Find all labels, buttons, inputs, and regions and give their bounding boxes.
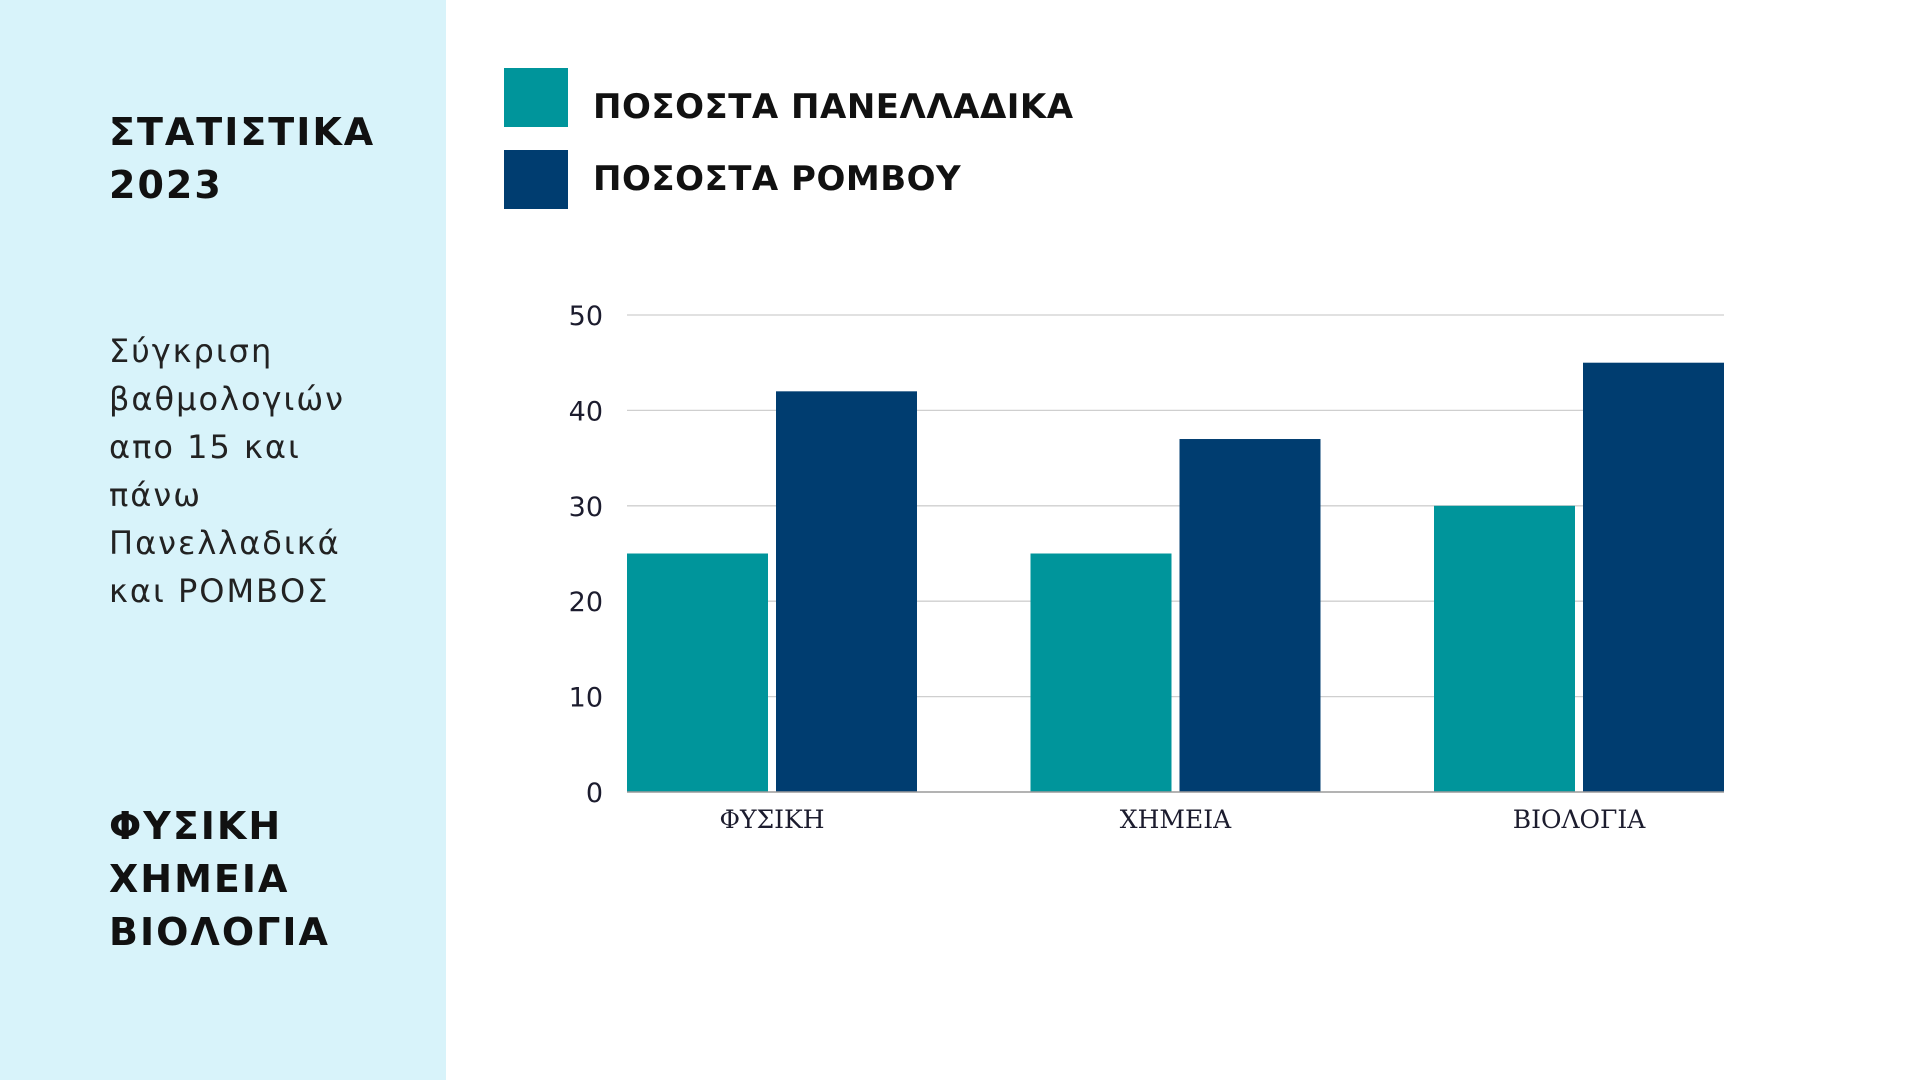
subjects-list: ΦΥΣΙΚΗ ΧΗΜΕΙΑ ΒΙΟΛΟΓΙΑ [109, 800, 330, 959]
y-tick-label: 20 [569, 587, 603, 618]
bar-panhellenic [1030, 553, 1172, 792]
legend-label-romvos: ΠΟΣΟΣΤΑ ΡΟΜΒΟΥ [593, 159, 962, 199]
x-category-label: ΒΙΟΛΟΓΙΑ [1513, 805, 1647, 834]
bar-romvos [1583, 362, 1724, 792]
x-category-label: ΧΗΜΕΙΑ [1120, 805, 1232, 834]
comparison-description: Σύγκριση βαθμολογιών απο 15 και πάνω Παν… [109, 327, 429, 615]
bar-panhellenic [1434, 505, 1575, 792]
subject-chemistry: ΧΗΜΕΙΑ [109, 857, 290, 901]
stats-title: ΣΤΑΤΙΣΤΙΚΑ 2023 [109, 106, 375, 212]
subject-physics: ΦΥΣΙΚΗ [109, 804, 283, 848]
description-line: και ΡΟΜΒΟΣ [109, 572, 330, 610]
description-line: απο 15 και [109, 428, 301, 466]
description-line: βαθμολογιών [109, 380, 345, 418]
y-tick-label: 40 [569, 396, 603, 427]
subject-biology: ΒΙΟΛΟΓΙΑ [109, 910, 330, 954]
description-line: Σύγκριση [109, 332, 274, 370]
legend-label-panhellenic: ΠΟΣΟΣΤΑ ΠΑΝΕΛΛΑΔΙΚΑ [593, 87, 1074, 127]
stats-year-line: 2023 [109, 163, 223, 207]
y-tick-label: 10 [569, 683, 603, 714]
description-line: πάνω [109, 476, 203, 514]
bar-panhellenic [627, 553, 768, 792]
bar-romvos [1179, 439, 1321, 792]
legend-swatch-romvos [504, 150, 568, 209]
x-category-label: ΦΥΣΙΚΗ [719, 805, 824, 834]
y-tick-label: 30 [569, 492, 603, 523]
y-tick-label: 0 [586, 778, 603, 809]
stats-title-line: ΣΤΑΤΙΣΤΙΚΑ [109, 110, 376, 154]
side-panel: ΣΤΑΤΙΣΤΙΚΑ 2023 Σύγκριση βαθμολογιών απο… [0, 0, 446, 1080]
bar-romvos [776, 391, 917, 792]
y-tick-label: 50 [569, 301, 603, 332]
description-line: Πανελλαδικά [109, 524, 341, 562]
legend-swatch-panhellenic [504, 68, 568, 127]
